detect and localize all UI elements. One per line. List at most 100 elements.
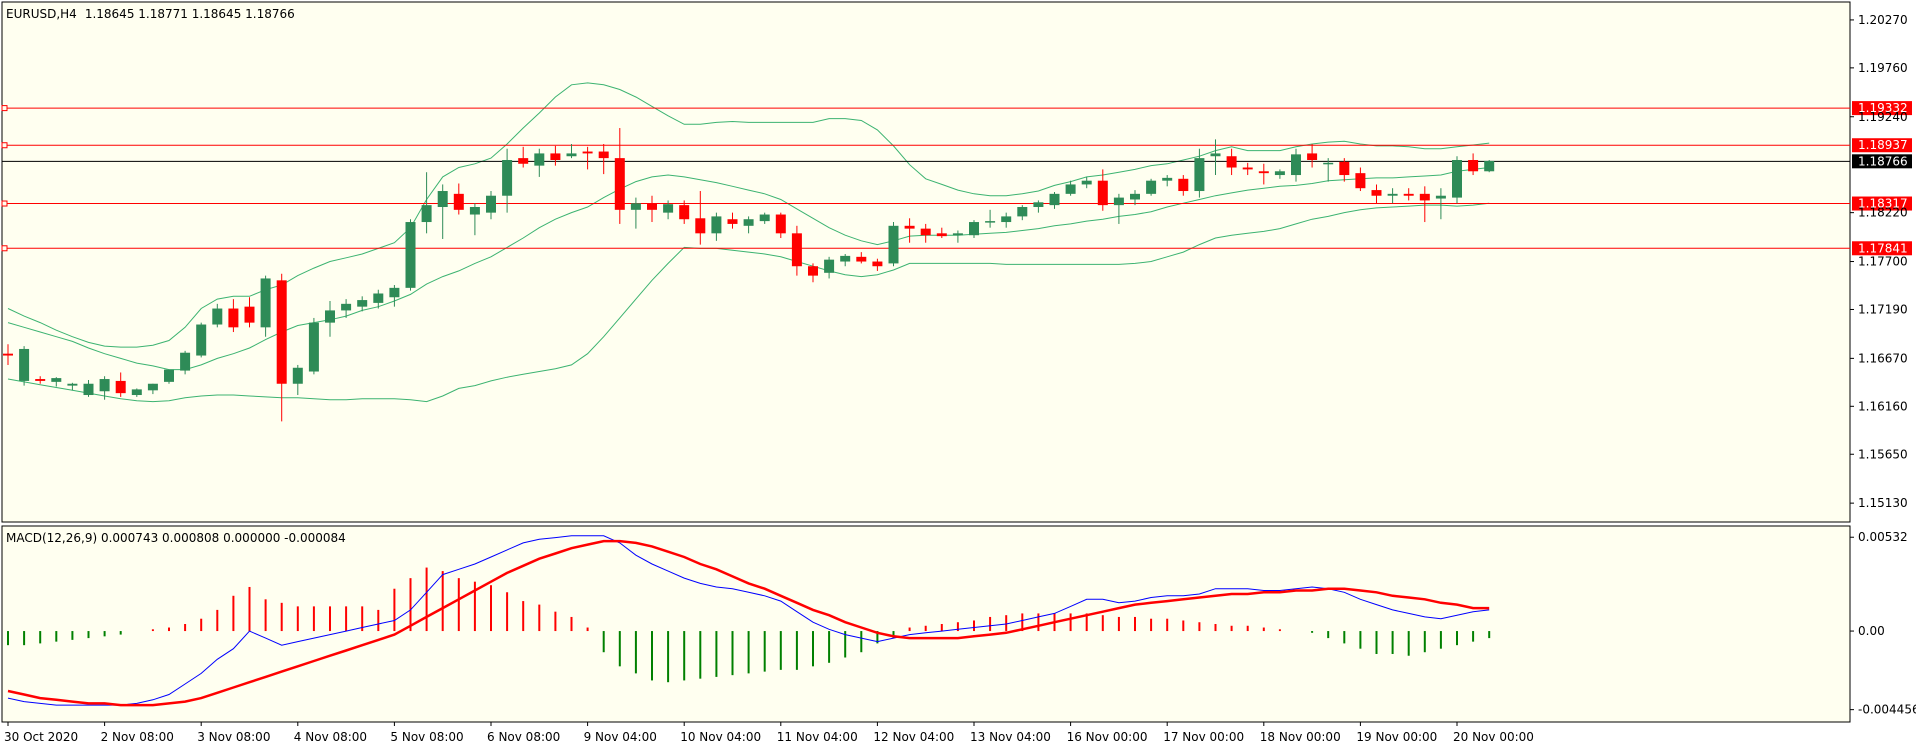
candle-body-51 [824,259,835,273]
candle-body-17 [276,280,287,384]
price-tag-bg-3 [1852,241,1912,256]
macd-pane-background [1,525,1851,723]
candle-body-4 [67,383,78,386]
candle-body-46 [743,219,754,226]
time-tick-label-5: 6 Nov 08:00 [487,730,560,744]
candle-body-7 [115,380,126,394]
time-tick-label-9: 12 Nov 04:00 [873,730,954,744]
candle-body-29 [469,207,480,215]
candle-body-80 [1291,154,1301,176]
candle-body-22 [357,300,368,307]
candle-body-20 [325,310,335,323]
candle-body-60 [969,222,979,236]
candle-body-8 [131,389,142,396]
time-tick-label-11: 16 Nov 00:00 [1067,730,1148,744]
candle-body-34 [550,153,561,160]
price-tick-label-6: 1.16670 [1858,351,1908,365]
horizontal-line-handle-3 [1,245,8,252]
price-tag-label-2: 1.18317 [1858,197,1908,211]
time-tick-label-12: 17 Nov 00:00 [1163,730,1244,744]
time-tick-label-8: 11 Nov 04:00 [777,730,858,744]
candle-body-1 [19,348,30,381]
candle-body-66 [1065,184,1076,194]
time-tick-label-10: 13 Nov 04:00 [970,730,1051,744]
candle-body-79 [1274,171,1285,176]
candle-body-85 [1371,190,1382,196]
price-tick-label-0: 1.20270 [1858,13,1908,27]
candle-body-58 [936,233,947,237]
horizontal-line-handle-1 [1,142,8,149]
candle-body-2 [35,379,46,381]
candle-body-18 [292,367,303,384]
candle-body-36 [582,151,593,154]
price-tag-bg-1 [1852,138,1912,153]
macd-signal-line [7,539,1490,707]
price-tag-label-1: 1.18937 [1858,138,1908,152]
candle-body-37 [598,151,609,159]
time-tick-label-2: 3 Nov 08:00 [197,730,270,744]
candle-body-45 [727,219,738,224]
candle-body-49 [791,233,802,267]
time-tick-label-3: 4 Nov 08:00 [294,730,367,744]
axis-layer: 1.19332 1.18937 1.18317 1.17841 1.18766 1.202… [4,13,1916,744]
candle-body-55 [888,225,899,264]
candle-body-28 [453,193,464,210]
candle-body-43 [695,218,706,234]
candle-body-70 [1130,193,1140,200]
price-tag-bg-2 [1852,196,1912,211]
ohlc-label: 1.18645 1.18771 1.18645 1.18766 [85,7,295,21]
bollinger-band-upper [7,82,1490,348]
candle-body-78 [1258,171,1269,174]
candle-body-32 [518,158,529,164]
candle-body-77 [1242,167,1253,170]
candle-body-41 [663,204,674,213]
time-tick-label-6: 9 Nov 04:00 [584,730,657,744]
candle-body-42 [679,205,690,220]
candle-body-74 [1194,158,1205,192]
candle-body-92 [1484,160,1495,172]
candle-body-26 [421,205,432,223]
candle-body-25 [405,222,416,288]
candle-body-15 [244,306,255,323]
price-tick-label-2: 1.19240 [1858,110,1908,124]
candle-body-16 [260,278,271,328]
candle-body-30 [486,195,496,213]
candle-body-89 [1435,195,1446,199]
candle-body-90 [1452,159,1462,198]
candle-body-76 [1226,156,1237,168]
candle-body-69 [1113,197,1124,206]
candle-body-59 [952,233,963,236]
candle-body-27 [437,191,448,208]
candle-body-68 [1097,180,1108,206]
candle-body-9 [147,383,158,391]
candle-body-39 [630,203,641,210]
candle-body-53 [856,256,867,262]
candle-body-13 [212,308,223,325]
candle-body-67 [1081,180,1092,185]
macd-tick-label-1: 0.00 [1858,624,1885,638]
price-tick-label-3: 1.18220 [1858,206,1908,220]
macd-layer [7,535,1491,707]
symbol-header: EURUSD,H4 1.18645 1.18771 1.18645 1.18766 [6,7,295,21]
candle-body-86 [1387,193,1398,196]
candle-body-54 [872,261,883,267]
candle-body-5 [83,383,94,396]
price-tick-label-7: 1.16160 [1858,399,1908,413]
candle-body-52 [840,255,851,262]
candle-body-65 [1049,193,1060,206]
candle-body-33 [534,153,545,166]
macd-tick-label-2: -0.004456 [1858,703,1916,717]
candle-body-72 [1162,177,1173,181]
candle-body-88 [1419,193,1430,201]
price-tag-bg-0 [1852,101,1912,116]
macd-main-line [7,535,1490,706]
candle-body-62 [1001,216,1012,223]
bollinger-band-lower [7,202,1490,403]
candle-body-3 [51,378,62,382]
candle-body-10 [164,369,174,382]
candle-body-21 [341,303,352,311]
candle-body-19 [308,322,319,372]
macd-tick-label-0: 0.00532 [1858,530,1908,544]
candle-body-84 [1355,173,1366,189]
time-tick-label-14: 19 Nov 00:00 [1356,730,1437,744]
